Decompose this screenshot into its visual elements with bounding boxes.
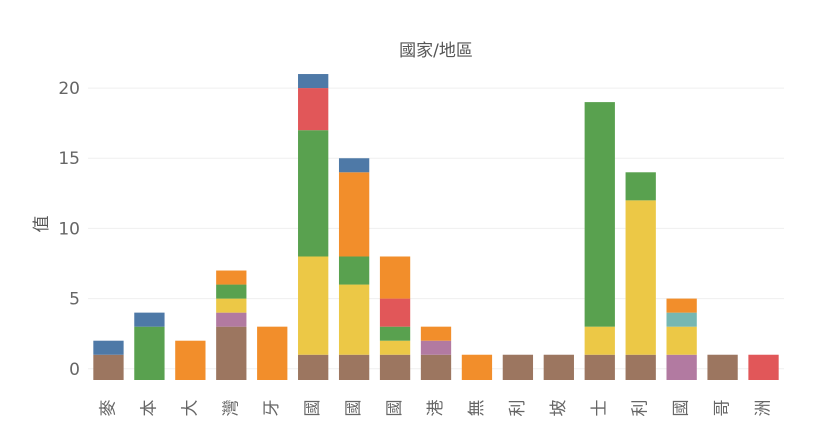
x-tick-label: 國 (344, 400, 364, 417)
bar-segment[interactable] (707, 354, 738, 380)
bar-segment[interactable] (298, 130, 329, 257)
x-tick-label: 麥 (98, 400, 118, 417)
bar-segment[interactable] (420, 340, 452, 355)
bar-segment[interactable] (175, 340, 206, 380)
x-tick-label: 大 (180, 400, 200, 417)
bar-segment[interactable] (420, 354, 452, 380)
bar-segment[interactable] (298, 88, 329, 131)
bar-segment[interactable] (338, 354, 370, 380)
bar-segment[interactable] (338, 256, 370, 285)
bar-segment[interactable] (338, 158, 370, 173)
bar-segment[interactable] (625, 172, 656, 201)
bar-segment[interactable] (666, 326, 697, 355)
bar-segment[interactable] (584, 326, 615, 355)
bar-segment[interactable] (93, 354, 124, 380)
y-tick-label: 0 (69, 360, 80, 380)
bar-segment[interactable] (584, 102, 615, 327)
bar-segment[interactable] (216, 312, 247, 327)
bar-segment[interactable] (379, 354, 411, 380)
x-tick-label: 本 (139, 400, 159, 417)
bar-segment[interactable] (625, 354, 656, 380)
x-tick-label: 哥 (713, 400, 733, 417)
y-tick-label: 15 (58, 149, 80, 169)
x-tick-label: 利 (508, 400, 528, 417)
bar-segment[interactable] (748, 354, 779, 380)
y-axis-ticks: 0 5 10 15 20 (58, 79, 80, 380)
bar-segment[interactable] (420, 326, 452, 341)
bar-segment[interactable] (216, 284, 247, 299)
bar-segment[interactable] (379, 326, 411, 341)
bar-segment[interactable] (625, 200, 656, 355)
bar-segment[interactable] (461, 354, 493, 380)
x-tick-label: 國 (385, 400, 405, 417)
bar-segment[interactable] (543, 354, 574, 380)
bar-segment[interactable] (666, 354, 697, 380)
bar-segment[interactable] (338, 284, 370, 355)
x-tick-label: 士 (590, 400, 610, 417)
bar-segment[interactable] (298, 354, 329, 380)
x-tick-label: 港 (426, 400, 446, 417)
bar-segment[interactable] (216, 270, 247, 285)
bar-segment[interactable] (93, 340, 124, 355)
y-tick-label: 5 (69, 290, 80, 310)
bar-segment[interactable] (216, 326, 247, 380)
y-tick-label: 10 (58, 219, 80, 239)
bar-segment[interactable] (584, 354, 615, 380)
bars (93, 74, 779, 380)
x-tick-label: 牙 (262, 400, 282, 417)
x-tick-label: 國 (672, 400, 692, 417)
x-tick-label: 灣 (221, 400, 241, 417)
x-axis-ticks: 麥本大灣牙國國國港無利坡士利國哥洲 (98, 400, 773, 417)
y-axis-label: 值 (32, 216, 52, 233)
bar-segment[interactable] (666, 312, 697, 327)
chart-title: 國家/地區 (399, 41, 473, 61)
bar-segment[interactable] (216, 298, 247, 313)
x-tick-label: 利 (631, 400, 651, 417)
x-tick-label: 國 (303, 400, 323, 417)
y-tick-label: 20 (58, 79, 80, 99)
x-tick-label: 坡 (549, 400, 569, 417)
x-tick-label: 洲 (754, 400, 774, 417)
bar-segment[interactable] (134, 326, 165, 380)
bar-segment[interactable] (298, 74, 329, 89)
bar-segment[interactable] (257, 326, 288, 380)
bar-segment[interactable] (502, 354, 534, 380)
bar-segment[interactable] (298, 256, 329, 355)
bar-segment[interactable] (379, 340, 411, 355)
bar-segment[interactable] (666, 298, 697, 313)
bar-segment[interactable] (134, 312, 165, 327)
bar-segment[interactable] (379, 298, 411, 327)
bar-segment[interactable] (338, 172, 370, 257)
bar-segment[interactable] (379, 256, 411, 299)
x-tick-label: 無 (467, 400, 487, 417)
